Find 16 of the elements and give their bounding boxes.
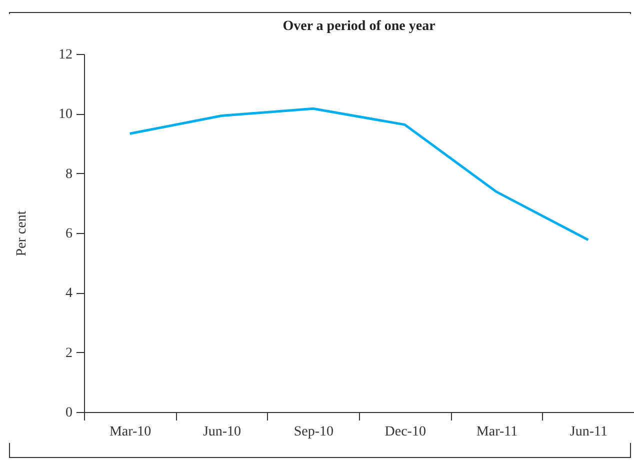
y-tick-label: 0 [66, 406, 72, 420]
y-tick-label: 10 [58, 107, 72, 122]
y-tick-label: 4 [66, 286, 72, 302]
y-tick-label: 6 [66, 226, 72, 242]
y-tick-label: 8 [66, 166, 72, 182]
x-tick-label: Jun-10 [202, 424, 242, 440]
y-axis-title: Per cent [14, 210, 30, 256]
y-tick-label: 12 [58, 48, 72, 62]
x-tick-label: Mar-10 [109, 424, 152, 440]
chart-title: Over a period of one year [282, 19, 436, 34]
x-tick-label: Sep-10 [294, 424, 334, 440]
x-tick-label: Mar-11 [476, 424, 518, 440]
y-tick-label: 2 [66, 346, 72, 361]
line-series [128, 107, 590, 242]
x-tick-label: Dec-10 [384, 424, 426, 440]
x-tick-label: Jun-11 [570, 424, 608, 440]
